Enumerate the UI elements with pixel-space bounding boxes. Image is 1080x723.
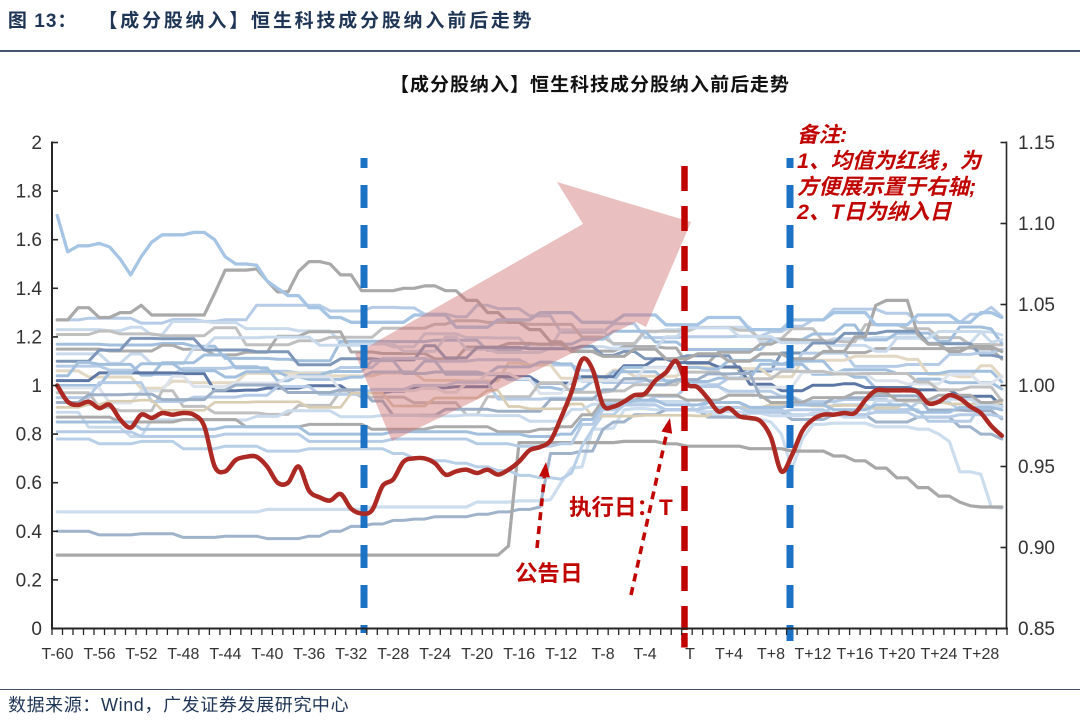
svg-text:1.6: 1.6	[16, 230, 42, 251]
svg-text:T-52: T-52	[125, 646, 157, 663]
svg-text:T-36: T-36	[293, 646, 325, 663]
svg-text:0.85: 0.85	[1018, 619, 1055, 640]
svg-text:T-40: T-40	[251, 646, 283, 663]
svg-text:T: T	[685, 646, 695, 663]
svg-text:T+16: T+16	[836, 646, 873, 663]
svg-text:T+28: T+28	[962, 646, 999, 663]
svg-text:1.15: 1.15	[1018, 133, 1055, 154]
svg-text:T-48: T-48	[167, 646, 199, 663]
svg-text:1.8: 1.8	[16, 182, 42, 203]
svg-text:T+12: T+12	[795, 646, 832, 663]
svg-text:1.2: 1.2	[16, 327, 42, 348]
svg-text:1.4: 1.4	[16, 279, 43, 300]
svg-text:T+20: T+20	[878, 646, 915, 663]
svg-text:T-28: T-28	[377, 646, 409, 663]
svg-text:T-60: T-60	[41, 646, 73, 663]
svg-text:1.10: 1.10	[1018, 214, 1055, 235]
svg-text:0.95: 0.95	[1018, 457, 1055, 478]
svg-text:1.05: 1.05	[1018, 295, 1055, 316]
svg-text:T-24: T-24	[419, 646, 451, 663]
svg-text:0.6: 0.6	[16, 473, 42, 494]
svg-text:2: 2	[31, 133, 42, 154]
svg-text:0.4: 0.4	[16, 522, 43, 543]
svg-text:1.00: 1.00	[1018, 376, 1055, 397]
svg-text:T-20: T-20	[461, 646, 493, 663]
svg-text:1: 1	[31, 376, 42, 397]
svg-text:T+8: T+8	[757, 646, 785, 663]
svg-text:T-56: T-56	[83, 646, 115, 663]
svg-text:T-16: T-16	[503, 646, 535, 663]
svg-text:T-12: T-12	[545, 646, 577, 663]
svg-text:0: 0	[31, 619, 42, 640]
svg-text:0.8: 0.8	[16, 425, 42, 446]
svg-text:T+24: T+24	[920, 646, 957, 663]
svg-text:T-4: T-4	[634, 646, 657, 663]
svg-text:0.90: 0.90	[1018, 538, 1055, 559]
svg-text:0.2: 0.2	[16, 570, 42, 591]
svg-text:T+4: T+4	[715, 646, 743, 663]
svg-text:T-44: T-44	[209, 646, 241, 663]
svg-text:T-8: T-8	[592, 646, 615, 663]
svg-text:T-32: T-32	[335, 646, 367, 663]
